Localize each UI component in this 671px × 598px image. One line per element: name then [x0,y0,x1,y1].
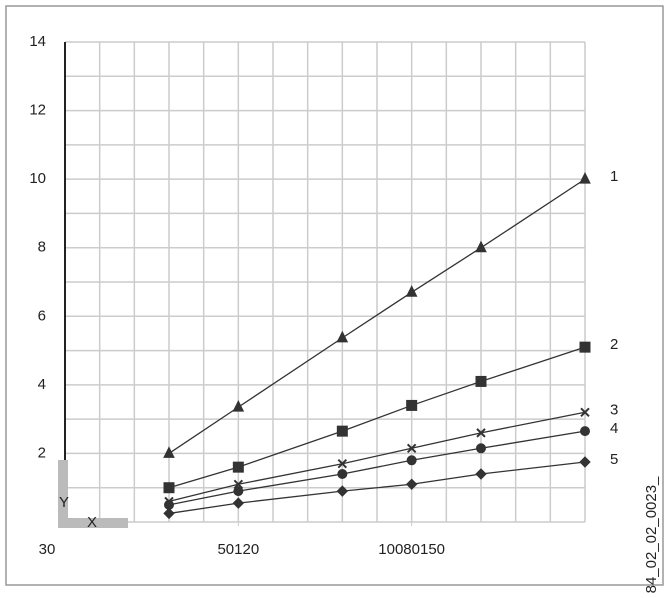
marker [233,486,244,497]
x-tick-label: 50120 [217,541,259,558]
x-tick-label: 30 [39,541,56,558]
marker [163,482,175,494]
side-note: 84_02_02_0023_ [643,476,660,593]
marker [405,478,418,490]
series-line [168,430,586,506]
frame [5,5,664,586]
series-line [168,461,586,515]
marker [337,469,348,479]
series-label: 5 [610,451,618,468]
series-line [168,346,586,489]
marker [232,461,244,473]
marker [163,507,175,520]
marker [475,468,487,480]
marker [232,400,245,412]
y-tick-label: 14 [29,33,46,50]
y-tick-label: 6 [38,307,46,324]
marker [580,407,590,417]
marker [406,443,417,453]
y-tick-label: 12 [29,102,46,119]
marker [336,485,349,497]
marker [336,330,349,343]
series-label: 2 [610,336,618,353]
y-axis-label: Y [59,494,69,511]
y-tick-label: 4 [38,376,46,393]
series-line [168,178,586,454]
marker [476,428,486,438]
marker [336,425,348,437]
y-tick-label: 8 [38,239,46,256]
series-label: 4 [610,420,618,437]
series-line [168,411,586,503]
marker [232,497,245,509]
marker [406,399,418,411]
x-axis-label: X [87,514,97,531]
marker [475,240,487,253]
axis-icon [58,460,128,528]
marker [337,459,348,469]
series-label: 1 [610,168,618,185]
x-tick-label: 10080150 [378,541,445,558]
marker [163,446,175,458]
series-label: 3 [610,401,618,418]
marker [406,455,417,466]
y-tick-label: 10 [29,170,46,187]
marker [405,285,418,297]
marker [475,375,487,387]
y-tick-label: 2 [38,444,46,461]
marker [476,443,486,454]
marker [579,456,591,468]
marker [579,341,591,353]
marker [579,172,591,184]
marker [580,426,590,437]
